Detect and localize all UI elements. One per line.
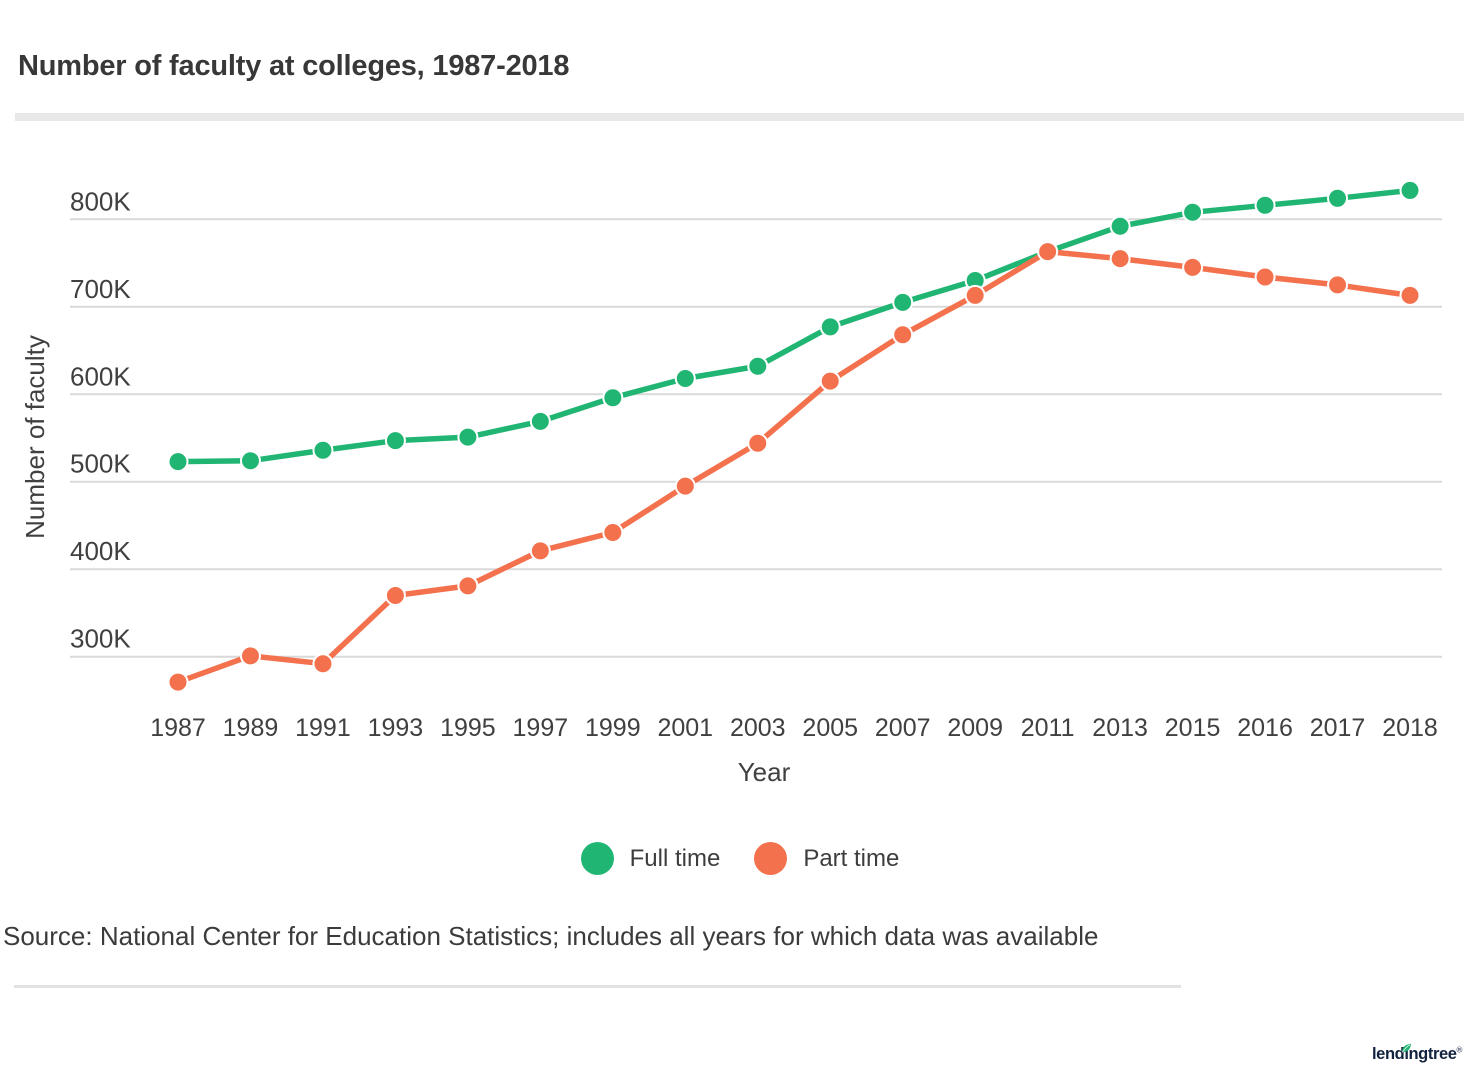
data-point-full-time-1999 bbox=[602, 387, 624, 409]
part-time-legend-dot bbox=[754, 842, 788, 875]
x-tick-label-2003: 2003 bbox=[730, 714, 786, 742]
data-point-part-time-2015 bbox=[1182, 256, 1204, 278]
title-divider bbox=[15, 113, 1464, 121]
data-point-full-time-1991 bbox=[312, 439, 334, 461]
data-point-full-time-2007 bbox=[892, 291, 914, 313]
data-point-full-time-2016 bbox=[1254, 194, 1276, 216]
x-axis-title: Year bbox=[738, 757, 791, 787]
y-tick-label-600K: 600K bbox=[70, 361, 131, 391]
page-title: Number of faculty at colleges, 1987-2018 bbox=[18, 50, 570, 82]
x-tick-label-1989: 1989 bbox=[223, 714, 279, 742]
y-axis-title: Number of faculty bbox=[20, 335, 50, 539]
x-tick-label-2013: 2013 bbox=[1092, 714, 1148, 742]
data-point-part-time-2005 bbox=[819, 370, 841, 392]
x-tick-label-2011: 2011 bbox=[1021, 714, 1075, 742]
y-tick-label-300K: 300K bbox=[70, 624, 131, 654]
data-point-part-time-2003 bbox=[747, 432, 769, 454]
data-point-full-time-1987 bbox=[167, 451, 189, 473]
x-tick-label-2016: 2016 bbox=[1237, 714, 1293, 742]
data-point-full-time-2015 bbox=[1182, 201, 1204, 223]
data-point-part-time-1991 bbox=[312, 653, 334, 675]
data-point-part-time-1993 bbox=[384, 584, 406, 606]
data-point-full-time-2017 bbox=[1327, 187, 1349, 209]
data-point-part-time-2007 bbox=[892, 324, 914, 346]
data-point-part-time-1997 bbox=[529, 540, 551, 562]
y-tick-label-500K: 500K bbox=[70, 449, 131, 479]
x-tick-label-2017: 2017 bbox=[1310, 714, 1366, 742]
x-tick-label-2009: 2009 bbox=[947, 714, 1003, 742]
series-line-full-time bbox=[175, 187, 1413, 465]
data-point-part-time-2016 bbox=[1254, 266, 1276, 288]
y-tick-label-400K: 400K bbox=[70, 536, 131, 566]
series-line-part-time bbox=[175, 248, 1413, 685]
data-point-part-time-1999 bbox=[602, 521, 624, 543]
x-tick-label-1997: 1997 bbox=[513, 714, 569, 742]
full-time-legend-label: Full time bbox=[629, 844, 721, 872]
data-point-full-time-2003 bbox=[747, 355, 769, 377]
data-point-full-time-1995 bbox=[457, 426, 479, 448]
full-time-legend-dot bbox=[580, 842, 614, 875]
x-tick-label-2018: 2018 bbox=[1382, 714, 1438, 742]
leaf-icon bbox=[1401, 1039, 1412, 1058]
data-point-full-time-2005 bbox=[819, 316, 841, 338]
data-point-full-time-2018 bbox=[1399, 179, 1421, 201]
lendingtree-logo: lendıngtree® bbox=[1372, 1043, 1463, 1064]
data-point-full-time-1989 bbox=[239, 450, 261, 472]
data-point-part-time-2018 bbox=[1399, 284, 1421, 306]
faculty-line-chart: 800K 700K 600K 500K 400K 300K 1987 1989 1991 1993… bbox=[20, 179, 1442, 787]
legend-item-full-time: Full time bbox=[580, 842, 721, 875]
data-point-part-time-2017 bbox=[1327, 274, 1349, 296]
footer-divider bbox=[14, 985, 1181, 988]
x-tick-label-1999: 1999 bbox=[585, 714, 641, 742]
y-tick-label-800K: 800K bbox=[70, 186, 131, 216]
data-point-part-time-2009 bbox=[964, 284, 986, 306]
source-note: Source: National Center for Education St… bbox=[3, 921, 1099, 951]
x-tick-label-2005: 2005 bbox=[802, 714, 858, 742]
x-tick-label-2015: 2015 bbox=[1165, 714, 1221, 742]
part-time-legend-label: Part time bbox=[803, 844, 900, 872]
x-tick-label-1995: 1995 bbox=[440, 714, 496, 742]
data-point-part-time-2013 bbox=[1109, 248, 1131, 270]
data-point-part-time-2011 bbox=[1037, 241, 1059, 263]
data-point-full-time-2013 bbox=[1109, 215, 1131, 237]
x-tick-label-2007: 2007 bbox=[875, 714, 931, 742]
data-point-full-time-1997 bbox=[529, 410, 551, 432]
x-tick-label-2001: 2001 bbox=[657, 714, 713, 742]
legend-item-part-time: Part time bbox=[754, 842, 899, 875]
data-point-full-time-2001 bbox=[674, 368, 696, 390]
data-point-part-time-1987 bbox=[167, 671, 189, 693]
chart-legend: Full time Part time bbox=[0, 842, 1480, 875]
data-point-part-time-2001 bbox=[674, 475, 696, 497]
x-tick-label-1991: 1991 bbox=[295, 714, 351, 742]
logo-trademark: ® bbox=[1456, 1045, 1463, 1055]
logo-text: lendıngtree bbox=[1372, 1045, 1457, 1063]
x-tick-label-1993: 1993 bbox=[368, 714, 424, 742]
data-point-part-time-1995 bbox=[457, 575, 479, 597]
data-point-full-time-1993 bbox=[384, 430, 406, 452]
y-tick-label-700K: 700K bbox=[70, 274, 131, 304]
x-tick-label-1987: 1987 bbox=[150, 714, 206, 742]
data-point-part-time-1989 bbox=[239, 645, 261, 667]
